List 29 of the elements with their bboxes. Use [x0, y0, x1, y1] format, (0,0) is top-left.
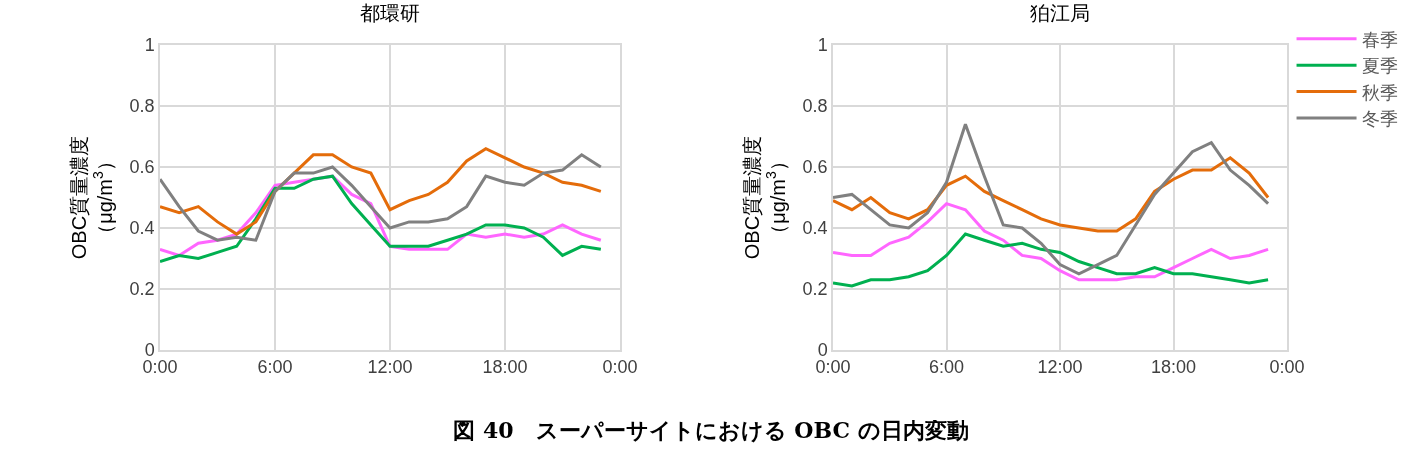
x-tick-label: 6:00 — [928, 357, 965, 378]
line-series — [833, 156, 1270, 233]
y-tick-label: 1 — [144, 35, 155, 56]
legend-label: 春季 — [1361, 29, 1398, 50]
x-tick-label: 0:00 — [1269, 357, 1305, 378]
legend-label: 秋季 — [1361, 82, 1398, 103]
x-tick-label: 6:00 — [257, 357, 293, 378]
x-tick-label: 12:00 — [1037, 357, 1083, 378]
line-series — [833, 202, 1270, 282]
x-tick-label: 0:00 — [602, 357, 638, 378]
chart-title: 都環研 — [360, 2, 420, 25]
y-tick-label: 0.4 — [129, 218, 155, 239]
y-tick-label: 0.4 — [802, 218, 828, 239]
x-tick-label: 18:00 — [1150, 357, 1197, 378]
x-tick-label: 12:00 — [367, 357, 413, 378]
x-tick-label: 18:00 — [482, 357, 528, 378]
legend-label: 夏季 — [1361, 56, 1398, 77]
y-tick-label: 1 — [817, 35, 828, 56]
y-tick-label: 0.2 — [802, 279, 828, 300]
line-series — [833, 232, 1270, 288]
y-tick-label: 0.2 — [129, 279, 155, 300]
y-tick-label: 0.8 — [802, 96, 828, 117]
chart-title: 狛江局 — [1030, 2, 1090, 25]
legend-label: 冬季 — [1361, 109, 1398, 130]
y-tick-label: 0.6 — [129, 157, 155, 178]
y-tick-label: 0.8 — [129, 96, 155, 117]
line-series — [833, 122, 1270, 276]
caption: 図 40 スーパーサイトにおける OBC の日内変動 — [452, 416, 970, 445]
y-tick-label: 0.6 — [802, 157, 828, 178]
